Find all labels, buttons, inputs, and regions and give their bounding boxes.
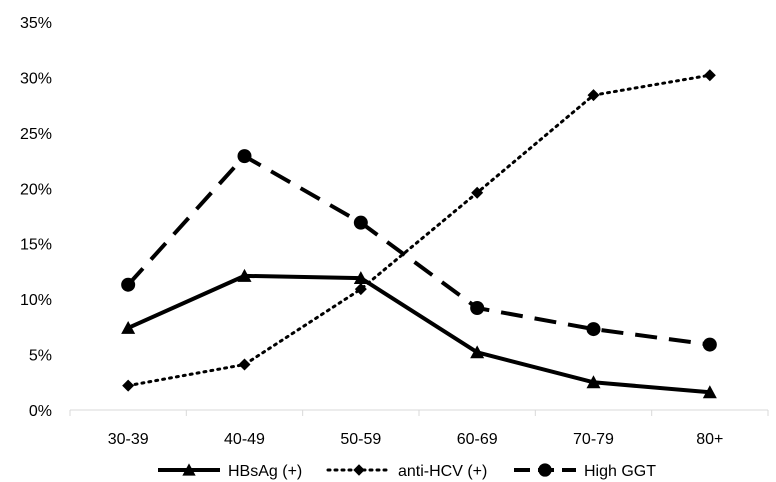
- data-point: [121, 320, 136, 334]
- y-tick-label: 15%: [20, 237, 52, 254]
- series-diamond: [122, 69, 716, 392]
- x-tick-label: 50-59: [340, 431, 381, 448]
- series-line: [126, 154, 711, 347]
- data-point: [238, 358, 251, 371]
- legend-item: HBsAg (+): [158, 463, 302, 480]
- data-point: [122, 379, 135, 392]
- data-point: [354, 283, 367, 296]
- data-point: [702, 385, 717, 399]
- data-point: [586, 375, 601, 389]
- data-point: [587, 89, 600, 102]
- data-point: [353, 215, 368, 230]
- data-point: [471, 186, 484, 199]
- y-tick-label: 25%: [20, 126, 52, 143]
- series-line: [126, 73, 712, 388]
- legend: HBsAg (+) anti-HCV (+) High GGT: [158, 463, 656, 480]
- y-axis: 0% 5% 10% 15% 20% 25% 30% 35%: [20, 15, 52, 420]
- series-circle: [121, 149, 717, 352]
- legend-label: High GGT: [584, 463, 656, 480]
- legend-label: anti-HCV (+): [398, 463, 487, 480]
- y-tick-label: 0%: [29, 403, 52, 420]
- x-tick-label: 30-39: [108, 431, 149, 448]
- y-tick-label: 5%: [29, 348, 52, 365]
- y-tick-label: 10%: [20, 292, 52, 309]
- data-point: [702, 337, 717, 352]
- legend-item: anti-HCV (+): [326, 463, 487, 480]
- data-point: [586, 322, 601, 337]
- x-tick-label: 40-49: [224, 431, 265, 448]
- data-point: [353, 271, 368, 285]
- series-triangle: [121, 268, 717, 399]
- data-point: [703, 69, 716, 82]
- data-point: [121, 277, 136, 292]
- x-tick-label: 80+: [696, 431, 723, 448]
- legend-label: HBsAg (+): [228, 463, 302, 480]
- series-layer: [121, 69, 717, 399]
- legend-marker: [353, 464, 365, 476]
- legend-marker: [538, 463, 552, 477]
- legend-item: High GGT: [514, 463, 656, 480]
- data-point: [470, 345, 485, 359]
- y-tick-label: 30%: [20, 70, 52, 87]
- data-point: [470, 301, 485, 316]
- legend-marker: [182, 463, 196, 476]
- x-tick-label: 60-69: [457, 431, 498, 448]
- data-point: [237, 149, 252, 164]
- x-axis: 30-39 40-49 50-59 60-69 70-79 80+: [69, 409, 769, 448]
- y-tick-label: 35%: [20, 15, 52, 32]
- y-tick-label: 20%: [20, 181, 52, 198]
- data-point: [237, 268, 252, 282]
- series-line: [127, 273, 711, 395]
- x-tick-label: 70-79: [573, 431, 614, 448]
